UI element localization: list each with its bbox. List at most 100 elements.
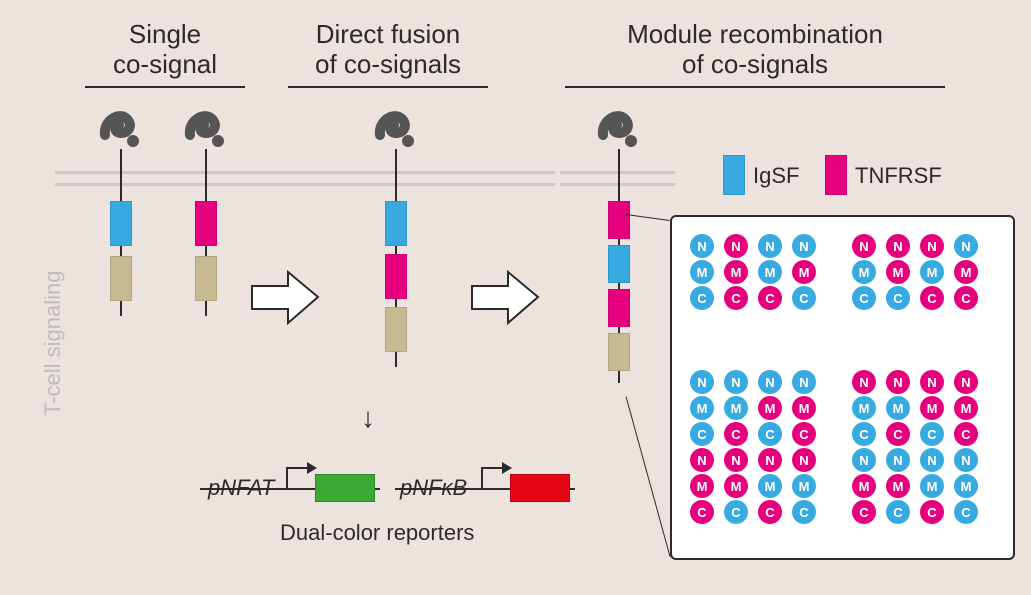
legend-tnfrsf-label: TNFRSF [855,163,942,189]
block-arrow [250,270,320,325]
callout-line [626,214,670,221]
nmc-dot: M [852,474,876,498]
nmc-dot: C [758,500,782,524]
nmc-dot: M [954,474,978,498]
promoter-arrow-icon [478,460,514,490]
nmc-dot: M [690,396,714,420]
nmc-dot: M [724,260,748,284]
nmc-dot: N [920,448,944,472]
scfv-icon [184,109,228,153]
nmc-dot: N [954,234,978,258]
nmc-dot: C [852,500,876,524]
nmc-dot: M [690,474,714,498]
nmc-column: NMCNMC [954,370,978,526]
receptor-stem [205,149,207,201]
nmc-dot: M [886,260,910,284]
nmc-dot: C [886,286,910,310]
nmc-dot: C [724,500,748,524]
callout-line [626,396,671,556]
nmc-dot: C [690,422,714,446]
nmc-dot: M [954,260,978,284]
nmc-dot: M [758,396,782,420]
nmc-column: NMC [852,234,876,312]
nmc-dot: N [792,234,816,258]
reporter-caption: Dual-color reporters [280,520,474,546]
nmc-column: NMC [690,234,714,312]
nmc-column: NMCNMC [920,370,944,526]
nmc-dot: M [758,474,782,498]
reporter-gene [510,474,570,502]
vertical-label: T-cell signaling [40,270,66,416]
pnfkb-label: pNFκB [400,475,467,501]
nmc-dot: M [852,260,876,284]
nmc-column: NMC [920,234,944,312]
receptor-stem [120,246,122,256]
receptor-stem [395,299,397,307]
nmc-dot: N [886,234,910,258]
nmc-dot: N [920,234,944,258]
nmc-dot: M [852,396,876,420]
nmc-dot: N [886,448,910,472]
receptor-domain [608,333,630,371]
scfv-icon [374,109,418,153]
block-arrow [470,270,540,325]
receptor-domain [385,254,407,299]
nmc-dot: N [724,234,748,258]
nmc-dot: M [792,474,816,498]
receptor-stem [618,149,620,201]
nmc-dot: M [724,396,748,420]
nmc-column: NMC [724,234,748,312]
nmc-dot: N [690,448,714,472]
nmc-dot: C [690,500,714,524]
nmc-dot: M [954,396,978,420]
title-fusion: Direct fusionof co-signals [288,20,488,88]
receptor-tail [618,371,620,383]
nmc-dot: M [792,260,816,284]
nmc-column: NMCNMC [852,370,876,526]
nmc-dot: M [690,260,714,284]
nmc-dot: N [758,234,782,258]
nmc-dot: N [792,448,816,472]
receptor-domain [385,201,407,246]
nmc-dot: N [852,234,876,258]
nmc-column: NMCNMC [758,370,782,526]
nmc-dot: M [886,474,910,498]
nmc-dot: C [886,500,910,524]
nmc-dot: C [852,422,876,446]
nmc-column: NMC [886,234,910,312]
receptor-domain [195,256,217,301]
nmc-dot: M [886,396,910,420]
nmc-dot: C [954,286,978,310]
pnfat-label: pNFAT [208,475,274,501]
receptor-domain [385,307,407,352]
receptor-stem [205,246,207,256]
promoter-arrow-icon [283,460,319,490]
nmc-dot: N [724,370,748,394]
nmc-dot: M [920,260,944,284]
receptor-domain [195,201,217,246]
nmc-dot: C [792,500,816,524]
membrane-line [55,183,555,186]
receptor-tail [120,301,122,316]
legend-tnfrsf-swatch [825,155,847,195]
receptor-domain [110,256,132,301]
nmc-column: NMCNMC [886,370,910,526]
nmc-dot: C [792,286,816,310]
nmc-dot: N [758,448,782,472]
receptor-domain [608,201,630,239]
nmc-dot: N [792,370,816,394]
receptor-domain [608,289,630,327]
nmc-dot: C [792,422,816,446]
nmc-dot: C [954,500,978,524]
nmc-dot: C [954,422,978,446]
nmc-dot: C [920,286,944,310]
nmc-dot: C [758,422,782,446]
nmc-column: NMC [954,234,978,312]
title-single: Singleco-signal [85,20,245,88]
receptor-stem [395,246,397,254]
nmc-dot: C [690,286,714,310]
receptor-domain [110,201,132,246]
legend-igsf-label: IgSF [753,163,799,189]
legend-igsf-swatch [723,155,745,195]
nmc-column: NMCNMC [792,370,816,526]
